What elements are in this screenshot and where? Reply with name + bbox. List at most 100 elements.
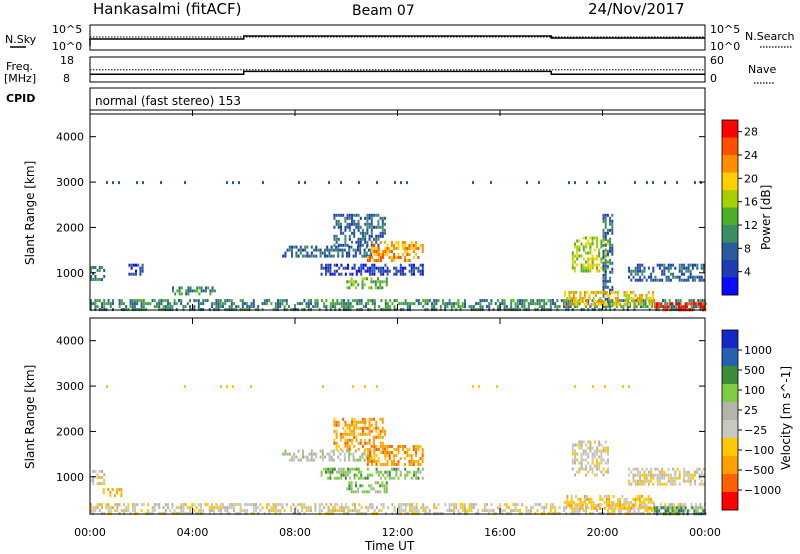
heatmap-cell <box>404 259 407 262</box>
heatmap-cell <box>329 266 332 270</box>
heatmap-cell <box>337 237 340 241</box>
heatmap-cell <box>697 302 700 306</box>
heatmap-cell <box>424 509 427 513</box>
heatmap-cell <box>419 244 422 247</box>
heatmap-cell <box>390 250 393 253</box>
heatmap-cell <box>415 445 418 448</box>
heatmap-cell <box>368 222 371 226</box>
heatmap-cell <box>611 503 614 507</box>
colorbar-tick-label: −100 <box>744 444 774 457</box>
heatmap-cell <box>685 266 688 270</box>
heatmap-cell <box>568 293 571 297</box>
heatmap-cell <box>241 305 244 309</box>
heatmap-cell <box>139 269 142 273</box>
heatmap-cell <box>112 181 114 185</box>
heatmap-cell <box>678 269 681 273</box>
heatmap-cell <box>564 293 567 297</box>
heatmap-cell <box>404 299 407 303</box>
heatmap-cell <box>630 296 633 300</box>
heatmap-cell <box>428 509 431 513</box>
heatmap-cell <box>348 254 351 258</box>
heatmap-cell <box>333 476 336 480</box>
heatmap-cell <box>672 482 675 486</box>
heatmap-cell <box>621 503 624 507</box>
heatmap-cell <box>235 503 238 507</box>
heatmap-cell <box>652 506 655 510</box>
heatmap-cell <box>411 302 414 306</box>
heatmap-cell <box>92 482 95 485</box>
heatmap-cell <box>589 248 592 252</box>
heatmap-cell <box>292 503 295 507</box>
colorbar-tick-label: 24 <box>744 149 758 162</box>
heatmap-cell <box>702 266 705 270</box>
heatmap-cell <box>357 225 360 229</box>
heatmap-cell <box>380 272 382 276</box>
heatmap-cell <box>636 467 639 471</box>
heatmap-cell <box>200 509 202 513</box>
heatmap-cell <box>596 305 598 309</box>
heatmap-cell <box>365 506 367 510</box>
heatmap-cell <box>623 290 626 294</box>
heatmap-cell <box>606 300 609 304</box>
heatmap-cell <box>120 494 123 498</box>
heatmap-cell <box>675 299 678 303</box>
heatmap-cell <box>101 476 103 479</box>
heatmap-cell <box>291 254 293 258</box>
heatmap-cell <box>651 302 653 306</box>
heatmap-cell <box>607 260 609 264</box>
heatmap-cell <box>647 506 650 510</box>
heatmap-cell <box>486 509 488 513</box>
heatmap-cell <box>98 476 101 479</box>
heatmap-cell <box>298 181 300 185</box>
colorbar-tick-label: 500 <box>744 364 765 377</box>
heatmap-cell <box>92 272 95 275</box>
heatmap-cell <box>602 446 605 450</box>
heatmap-cell <box>602 243 605 247</box>
heatmap-cell <box>373 225 375 229</box>
heatmap-cell <box>470 305 473 309</box>
heatmap-cell <box>98 470 101 473</box>
heatmap-cell <box>448 503 451 507</box>
heatmap-cell <box>336 476 338 480</box>
heatmap-cell <box>444 302 447 306</box>
heatmap-cell <box>107 488 110 492</box>
heatmap-cell <box>368 213 371 217</box>
heatmap-cell <box>228 506 231 510</box>
heatmap-cell <box>399 445 402 448</box>
heatmap-cell <box>384 231 386 235</box>
heatmap-cell <box>332 452 335 456</box>
heatmap-cell <box>578 440 581 444</box>
heatmap-cell <box>656 263 659 267</box>
heatmap-cell <box>288 458 291 462</box>
heatmap-cell <box>684 509 686 513</box>
heatmap-cell <box>373 417 375 421</box>
heatmap-cell <box>409 503 411 507</box>
heatmap-cell <box>180 292 183 296</box>
heatmap-cell <box>678 266 681 270</box>
heatmap-cell <box>333 417 336 421</box>
heatmap-cell <box>638 497 641 501</box>
heatmap-cell <box>370 243 373 247</box>
heatmap-cell <box>397 244 400 247</box>
heatmap-cell <box>404 473 407 477</box>
heatmap-cell <box>388 250 391 253</box>
heatmap-cell <box>149 302 152 306</box>
heatmap-cell <box>647 275 650 279</box>
heatmap-cell <box>206 299 209 303</box>
heatmap-cell <box>600 443 603 447</box>
heatmap-cell <box>660 302 663 306</box>
heatmap-cell <box>385 487 388 491</box>
heatmap-cell <box>634 503 637 507</box>
heatmap-cell <box>439 305 442 309</box>
heatmap-cell <box>337 420 340 424</box>
heatmap-cell <box>277 299 279 303</box>
heatmap-cell <box>180 286 183 290</box>
heatmap-cell <box>421 247 424 250</box>
heatmap-cell <box>625 497 628 501</box>
heatmap-cell <box>353 263 356 267</box>
heatmap-cell <box>683 266 686 270</box>
colorbar-tick-label: −25 <box>744 424 767 437</box>
heatmap-cell <box>606 231 609 235</box>
heatmap-cell <box>233 509 235 513</box>
